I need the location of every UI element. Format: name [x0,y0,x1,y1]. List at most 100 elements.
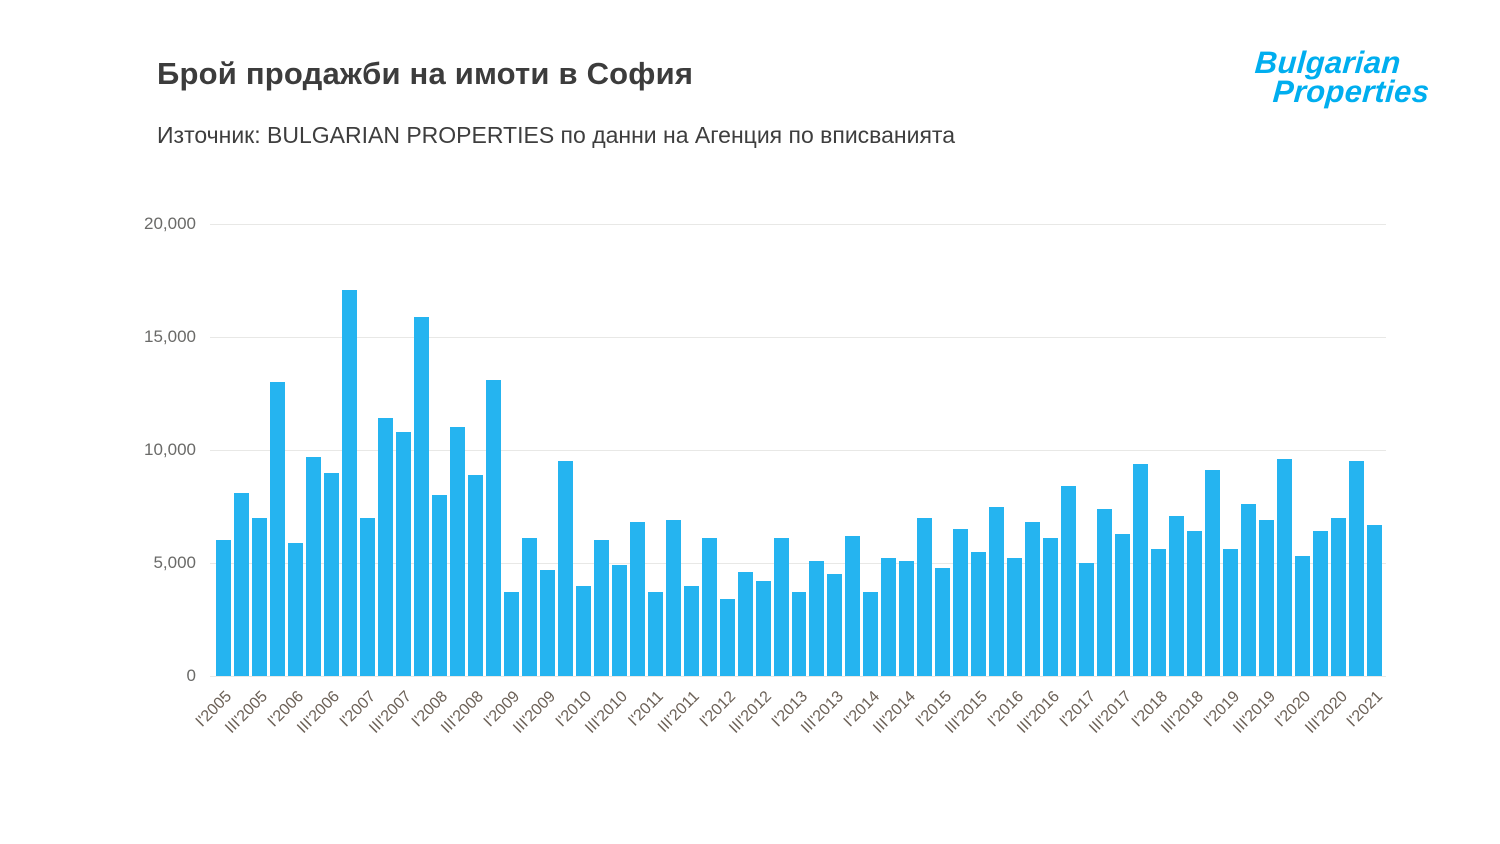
bar [287,542,303,676]
bar-slot [773,224,789,676]
bar-slot: III'2016 [1014,224,1063,737]
bar [305,456,321,676]
bar [341,289,357,676]
bar [1241,504,1257,676]
bar-slot: I'2016 [984,224,1027,730]
bar [413,316,429,676]
bar-slot [305,224,321,676]
bar-slot [737,224,753,676]
bar [629,522,645,676]
bar [557,461,573,676]
bar-slot [485,224,501,676]
bar-slot [1205,224,1221,676]
bar [1223,549,1239,676]
bar [953,529,969,676]
bar [216,540,231,676]
bar [683,585,699,676]
bar-slot: I'2021 [1344,224,1387,730]
bar [917,517,933,676]
y-tick-label: 20,000 [144,214,196,233]
bar [1061,486,1077,676]
bar-slot [701,224,717,676]
gridline [210,676,1386,677]
bar-slot: III'2008 [439,224,487,737]
bars: I'2005 III'2005 I'2006 III'2006 I'2007 III'20… [193,224,1387,737]
bar [863,592,879,676]
bar-slot [1169,224,1185,676]
bar [1259,520,1275,676]
bar-slot [1061,224,1077,676]
bar-slot: III'2006 [295,224,343,737]
bar [503,592,519,676]
bar [1295,556,1311,676]
bar-slot [629,224,645,676]
bar [233,492,249,676]
gridline [210,224,1386,225]
bar [1277,459,1293,676]
bar [1043,538,1059,676]
bar [593,540,609,676]
gridline [210,450,1386,451]
bar [773,538,789,676]
bar [881,558,897,676]
bar-slot [449,224,465,676]
bar-slot: I'2014 [840,224,883,730]
bar-slot [1241,224,1257,676]
bar [521,538,537,676]
bar-slot: III'2012 [726,224,775,737]
bar [1349,461,1364,676]
bar-slot: III'2011 [655,224,703,736]
bar [1187,531,1203,676]
bar [809,560,825,676]
bar-slot [233,224,249,676]
bar-slot: I'2011 [625,224,667,730]
bar-slot [1349,224,1364,676]
y-tick-label: 0 [186,666,196,685]
bar-slot [953,224,969,676]
bar [647,592,663,676]
bar-slot: I'2020 [1272,224,1315,730]
source-subtitle: Източник: BULGARIAN PROPERTIES по данни … [157,122,955,148]
bar-slot: III'2014 [870,224,919,737]
bar-slot: I'2010 [553,224,595,730]
y-tick-label: 5,000 [153,553,196,572]
x-tick-label: I'2021 [1344,688,1387,731]
bar [845,535,861,676]
bar [1079,563,1095,676]
bar-slot: III'2020 [1302,224,1351,737]
bar-slot [593,224,609,676]
bar-slot [341,224,357,676]
bar [485,379,501,676]
logo-line1: Bulgarian [1253,45,1402,80]
gridline [210,563,1386,564]
bar [827,574,843,676]
bar [737,572,753,676]
bar [1097,508,1113,676]
bar [701,538,717,676]
bar [755,581,771,676]
bar-slot [1313,224,1329,676]
bar [377,418,393,676]
bar [1025,522,1041,676]
bar [1151,549,1167,676]
bar [251,517,267,676]
y-tick-label: 10,000 [144,440,196,459]
bar [989,506,1005,676]
bar [1205,470,1221,676]
bar-slot: I'2015 [912,224,955,730]
bar [791,592,807,676]
bar-slot [413,224,429,676]
bar-slot [521,224,537,676]
bar-slot: I'2017 [1056,224,1099,730]
bulgarian-properties-logo: Bulgarian Properties [1252,45,1432,110]
bar [1115,533,1131,676]
bar [935,567,951,676]
bar-slot: III'2005 [223,224,271,737]
bar-slot [881,224,897,676]
bar-slot: I'2018 [1128,224,1171,730]
bar-slot [1133,224,1149,676]
bar-slot: III'2018 [1158,224,1207,737]
logo-line2: Properties [1271,74,1431,110]
bar-slot: I'2008 [409,224,451,730]
bar-slot: I'2005 [193,224,236,730]
